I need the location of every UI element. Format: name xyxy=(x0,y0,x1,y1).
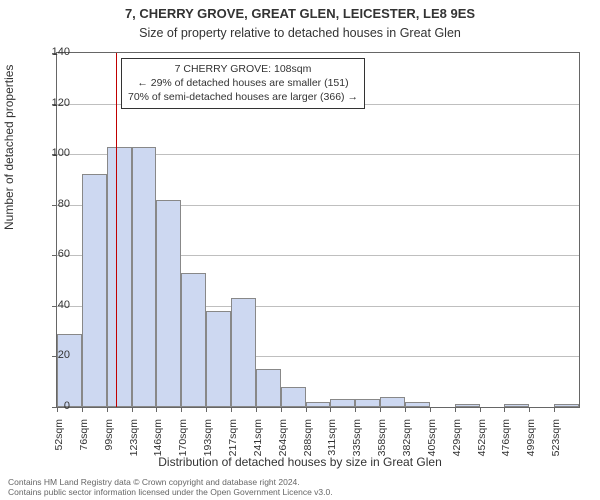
histogram-bar xyxy=(57,334,82,407)
xtick-mark xyxy=(380,407,381,412)
xtick-mark xyxy=(156,407,157,412)
ytick-label: 0 xyxy=(30,400,70,412)
histogram-bar xyxy=(206,311,231,407)
histogram-bar xyxy=(82,174,107,407)
xtick-mark xyxy=(405,407,406,412)
xtick-mark xyxy=(330,407,331,412)
histogram-bar xyxy=(306,402,331,407)
subtitle: Size of property relative to detached ho… xyxy=(0,23,600,41)
page-title: 7, CHERRY GROVE, GREAT GLEN, LEICESTER, … xyxy=(0,0,600,23)
histogram-bar xyxy=(107,147,132,407)
histogram-bar xyxy=(455,404,480,407)
xtick-mark xyxy=(355,407,356,412)
histogram-bar xyxy=(405,402,430,407)
xtick-mark xyxy=(554,407,555,412)
ytick-label: 80 xyxy=(30,198,70,210)
footer-attribution: Contains HM Land Registry data © Crown c… xyxy=(8,477,333,498)
histogram-bar xyxy=(156,200,181,407)
xtick-mark xyxy=(306,407,307,412)
y-axis-label: Number of detached properties xyxy=(2,65,16,230)
xtick-mark xyxy=(430,407,431,412)
xtick-mark xyxy=(132,407,133,412)
ytick-label: 40 xyxy=(30,299,70,311)
xtick-mark xyxy=(82,407,83,412)
xtick-mark xyxy=(504,407,505,412)
x-axis-label: Distribution of detached houses by size … xyxy=(0,455,600,469)
xtick-mark xyxy=(529,407,530,412)
annotation-line3: 70% of semi-detached houses are larger (… xyxy=(128,90,358,104)
xtick-mark xyxy=(206,407,207,412)
ytick-label: 100 xyxy=(30,147,70,159)
ytick-label: 140 xyxy=(30,46,70,58)
subject-marker-line xyxy=(116,53,117,407)
histogram-bar xyxy=(281,387,306,407)
xtick-mark xyxy=(281,407,282,412)
ytick-label: 120 xyxy=(30,97,70,109)
xtick-mark xyxy=(455,407,456,412)
footer-line1: Contains HM Land Registry data © Crown c… xyxy=(8,477,333,488)
xtick-mark xyxy=(231,407,232,412)
xtick-mark xyxy=(480,407,481,412)
annotation-box: 7 CHERRY GROVE: 108sqm← 29% of detached … xyxy=(121,58,365,109)
annotation-line1: 7 CHERRY GROVE: 108sqm xyxy=(128,62,358,76)
histogram-bar xyxy=(231,298,256,407)
xtick-mark xyxy=(107,407,108,412)
histogram-bar xyxy=(256,369,281,407)
xtick-mark xyxy=(181,407,182,412)
histogram-bar xyxy=(554,404,579,407)
ytick-label: 60 xyxy=(30,248,70,260)
histogram-bar xyxy=(355,399,380,407)
histogram-bar xyxy=(132,147,157,407)
ytick-label: 20 xyxy=(30,349,70,361)
chart-plot-area: 52sqm76sqm99sqm123sqm146sqm170sqm193sqm2… xyxy=(56,52,580,408)
histogram-bar xyxy=(380,397,405,407)
histogram-bar xyxy=(330,399,355,407)
histogram-bar xyxy=(504,404,529,407)
footer-line2: Contains public sector information licen… xyxy=(8,487,333,498)
xtick-mark xyxy=(256,407,257,412)
annotation-line2: ← 29% of detached houses are smaller (15… xyxy=(128,76,358,90)
histogram-bar xyxy=(181,273,206,407)
